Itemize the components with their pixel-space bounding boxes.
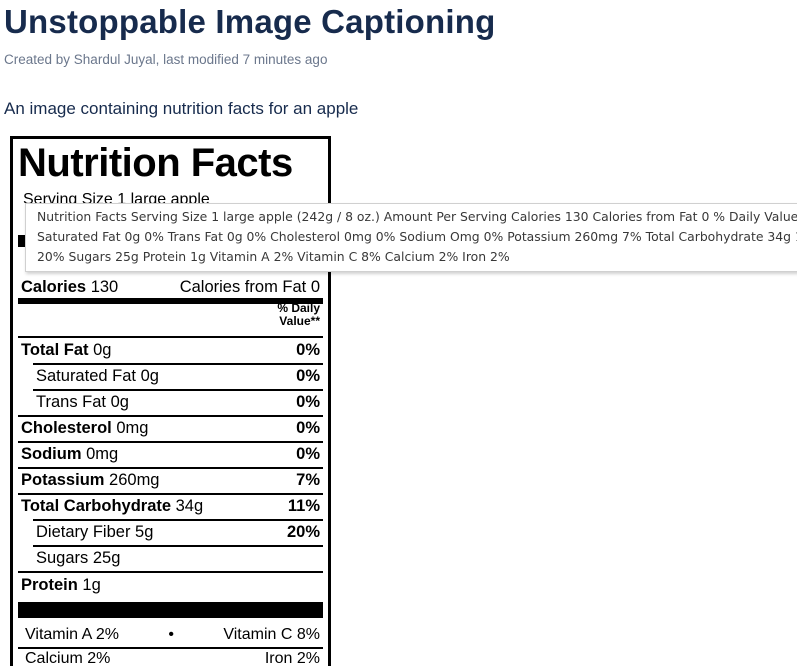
nutrient-amount: 0g: [135, 367, 159, 385]
nutrient-name: Total Fat: [21, 341, 89, 359]
nutrient-amount: 34g: [171, 497, 204, 515]
nutrient-amount: 0g: [106, 393, 129, 411]
nutrient-amount: 1g: [77, 576, 101, 594]
calories-text: Calories 130: [21, 278, 118, 297]
nutrient-name: Trans Fat: [36, 393, 106, 411]
nutrient-name: Dietary Fiber: [36, 523, 131, 541]
nutrient-pct: 11%: [287, 497, 320, 515]
vitamins-row: Vitamin A 2% • Vitamin C 8%: [25, 626, 320, 644]
calories-from-fat: Calories from Fat 0: [179, 278, 320, 296]
rule: [18, 647, 323, 649]
nutrient-pct: 0%: [296, 419, 320, 437]
calcium: Calcium 2%: [25, 650, 111, 666]
nutrient-pct: 7%: [296, 471, 320, 489]
rule: [18, 441, 323, 443]
rule: [18, 415, 323, 417]
nutrient-row: Trans Fat 0g 0%: [36, 393, 320, 412]
daily-value-header-line2: Value**: [279, 313, 320, 328]
calories-row: Calories 130 Calories from Fat 0: [21, 278, 320, 297]
nutrient-row: Sodium 0mg 0%: [21, 445, 320, 464]
page-title: Unstoppable Image Captioning: [4, 3, 496, 40]
daily-value-header-line1: % Daily: [277, 301, 320, 315]
nutrient-row: Sugars 25g: [36, 549, 320, 568]
nutrient-row: Cholesterol 0mg 0%: [21, 419, 320, 438]
image-caption: An image containing nutrition facts for …: [4, 99, 359, 118]
author-link[interactable]: Shardul Juyal: [73, 52, 156, 67]
nutrient-name: Saturated Fat: [36, 367, 136, 385]
byline-prefix: Created by: [4, 52, 74, 67]
nutrient-row: Saturated Fat 0g 0%: [36, 367, 320, 386]
nutrient-pct: 20%: [286, 523, 320, 541]
nutrient-pct: 0%: [296, 367, 320, 385]
nutrient-name: Protein: [21, 576, 78, 594]
rule: [18, 336, 323, 338]
nutrient-amount: 25g: [88, 549, 121, 567]
thick-divider: [18, 602, 323, 618]
nutrient-name: Total Carbohydrate: [21, 497, 172, 515]
rule: [18, 571, 323, 573]
nutrient-amount: 5g: [130, 523, 154, 541]
nutrient-name: Cholesterol: [21, 419, 112, 437]
alt-text-tooltip: Nutrition Facts Serving Size 1 large app…: [25, 203, 797, 272]
calories-value: 130: [86, 278, 119, 296]
rule: [33, 519, 323, 521]
medium-divider: [18, 298, 323, 304]
nutrient-pct: 0%: [296, 445, 320, 463]
tooltip-line: 20% Sugars 25g Protein 1g Vitamin A 2% V…: [37, 249, 510, 264]
calories-label: Calories: [21, 278, 87, 296]
rule: [33, 363, 323, 365]
nutrient-name: Sugars: [36, 549, 89, 567]
iron: Iron 2%: [264, 650, 320, 666]
nutrition-facts-title: Nutrition Facts: [18, 141, 293, 185]
vitamin-a: Vitamin A 2%: [25, 626, 119, 643]
nutrient-row: Potassium 260mg 7%: [21, 471, 320, 490]
tooltip-line: Nutrition Facts Serving Size 1 large app…: [37, 209, 797, 224]
rule: [33, 389, 323, 391]
rule: [33, 545, 323, 547]
nutrient-row: Dietary Fiber 5g 20%: [36, 523, 320, 542]
nutrient-amount: 0mg: [81, 445, 119, 463]
page-byline: Created by Shardul Juyal, last modified …: [4, 52, 327, 67]
nutrient-row: Total Carbohydrate 34g 11%: [21, 497, 320, 516]
nutrient-row: Protein 1g: [21, 576, 320, 595]
nutrient-pct: 0%: [296, 393, 320, 411]
nutrient-amount: 0g: [88, 341, 112, 359]
nutrient-name: Potassium: [21, 471, 105, 489]
vitamin-c: Vitamin C 8%: [223, 626, 320, 643]
rule: [18, 493, 323, 495]
nutrient-amount: 0mg: [111, 419, 149, 437]
nutrient-amount: 260mg: [104, 471, 160, 489]
nutrient-row: Total Fat 0g 0%: [21, 341, 320, 360]
rule: [18, 467, 323, 469]
nutrient-name: Sodium: [21, 445, 82, 463]
daily-value-header: % Daily Value**: [277, 302, 320, 327]
last-modified-link[interactable]: , last modified 7 minutes ago: [155, 52, 328, 67]
bullet-separator: •: [168, 626, 174, 643]
nutrient-pct: 0%: [296, 341, 320, 359]
minerals-row: Calcium 2% Iron 2%: [25, 650, 320, 666]
tooltip-line: Saturated Fat 0g 0% Trans Fat 0g 0% Chol…: [37, 229, 797, 244]
